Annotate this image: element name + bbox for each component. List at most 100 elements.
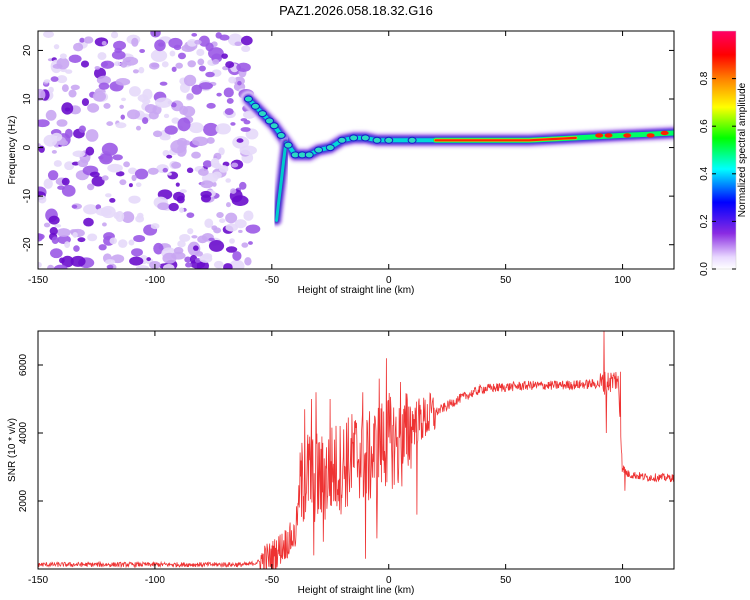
spectrogram-noise-blob [121,97,127,102]
spectrogram-noise-blob [243,119,251,125]
snr-x-tick-label: -100 [145,575,165,586]
spectrogram-noise-blob [230,188,237,194]
spectrogram-noise-blob [170,139,187,154]
spectrogram-noise-blob [199,254,213,263]
spectrogram-noise-blob [111,50,126,60]
spectrogram-noise-blob [234,219,247,229]
spectrogram-y-tick-label: 0 [22,144,33,150]
spectrogram-ridge-knot [349,134,359,142]
spectrogram-noise-blob [133,235,146,243]
spectrogram-noise-blob [107,163,123,173]
spectrogram-noise-blob [132,69,139,74]
spectrogram-noise-blob [101,175,109,181]
spectrogram-noise-blob [230,122,236,126]
spectrogram-noise-blob [89,171,100,178]
spectrogram-noise-blob [225,202,231,208]
colorbar-tick-label: 0.6 [699,119,710,133]
spectrogram-noise-blob [236,62,251,73]
spectrogram-noise-blob [95,204,102,210]
spectrogram-noise-blob [80,60,90,68]
spectrogram-noise-blob [161,61,169,68]
spectrogram-noise-blob [239,181,247,190]
spectrogram-noise-blob [162,252,177,264]
spectrogram-noise-blob [179,105,189,115]
spectrogram-noise-blob [38,143,41,147]
spectrogram-noise-blob [216,92,222,97]
spectrogram-noise-blob [147,167,159,175]
spectrogram-noise-blob [194,258,201,263]
spectrogram-noise-blob [129,256,144,266]
spectrogram-noise-blob [106,264,114,269]
spectrogram-noise-blob [77,159,89,168]
spectrogram-noise-blob [86,183,95,191]
spectrogram-noise-blob [153,242,164,255]
spectrogram-noise-blob [225,246,238,253]
spectrogram-noise-blob [95,207,112,217]
spectrogram-noise-blob [168,37,183,49]
spectrogram-noise-blob [38,233,44,242]
spectrogram-ridge-knot [264,117,274,125]
spectrogram-x-ticks: -150 -100 -50 0 50 100 [28,31,631,286]
spectrogram-noise-blob [167,172,172,176]
spectrogram-ridge-knot [257,110,267,118]
spectrogram-noise-blob [119,104,124,109]
spectrogram-noise-blob [60,68,68,73]
spectrogram-noise-blob [158,42,165,47]
spectrogram-noise-blob [231,162,239,168]
snr-x-tick-label: 50 [500,575,512,586]
spectrogram-noise-blob [197,58,205,66]
spectrogram-noise-blob [234,41,242,47]
colorbar-label: Normalized spectral amplitude [737,82,748,217]
spectrogram-noise-blob [243,210,254,221]
spectrogram-x-label: Height of straight line (km) [298,285,415,296]
spectrogram-noise-blob [194,39,202,45]
spectrogram-y-tick-label: 20 [22,44,33,56]
spectrogram-noise-blob [102,222,107,227]
spectrogram-noise-blob [83,36,94,44]
spectrogram-noise-blob [150,223,160,230]
spectrogram-noise-blob [49,227,58,236]
spectrogram-noise-blob [61,255,74,268]
spectrogram-noise-blob [126,109,141,120]
spectrogram-noise-blob [87,103,100,113]
spectrogram-noise-blob [166,154,173,159]
spectrogram-noise-blob [238,229,243,233]
spectrogram-noise-blob [187,228,194,235]
spectrogram-noise-blob [57,185,65,190]
spectrogram-noise-blob [177,52,187,60]
spectrogram-noise-blob [191,32,198,37]
spectrogram-noise-blob [171,161,182,169]
spectrogram-noise-blob [163,113,170,119]
spectrogram-y-tick-label: -10 [22,188,33,203]
spectrogram-noise-blob [179,234,191,242]
spectrogram-noise-blob [56,119,68,127]
spectrogram-noise-blob [61,84,69,92]
spectrogram-noise-blob [64,241,71,248]
spectrogram-ridge-knot [243,95,253,103]
spectrogram-noise-blob [64,107,71,112]
spectrogram-noise-blob [224,108,234,116]
spectrogram-noise-blob [72,231,78,238]
spectrogram-noise-blob [162,263,175,269]
spectrogram-noise-blob [38,262,42,268]
spectrogram-noise-blob [240,35,253,46]
spectrogram-ridge-knot [283,141,293,149]
spectrogram-noise-blob [216,211,224,219]
spectrogram-noise-blob [79,37,85,43]
spectrogram-x-tick-label: -50 [265,275,280,286]
spectrogram-ridge-knot [304,151,314,159]
spectrogram-noise-blob [97,52,107,61]
spectrogram-noise-blob [191,235,198,239]
snr-panel: -150 -100 -50 0 50 100 2000 4000 6000 Height of… [7,330,675,596]
spectrogram-ridge-knot [337,136,347,144]
spectrogram-noise-blob [43,222,51,228]
spectrogram-noise-blob [206,137,215,144]
spectrogram-noise-blob [162,149,170,157]
spectrogram-noise-blob [51,150,57,154]
spectrogram-noise-blob [71,204,78,209]
spectrogram-noise-blob [91,176,105,187]
spectrogram-noise-blob [118,239,128,248]
spectrogram-noise-blob [225,223,238,232]
spectrogram-noise-blob [213,260,224,269]
